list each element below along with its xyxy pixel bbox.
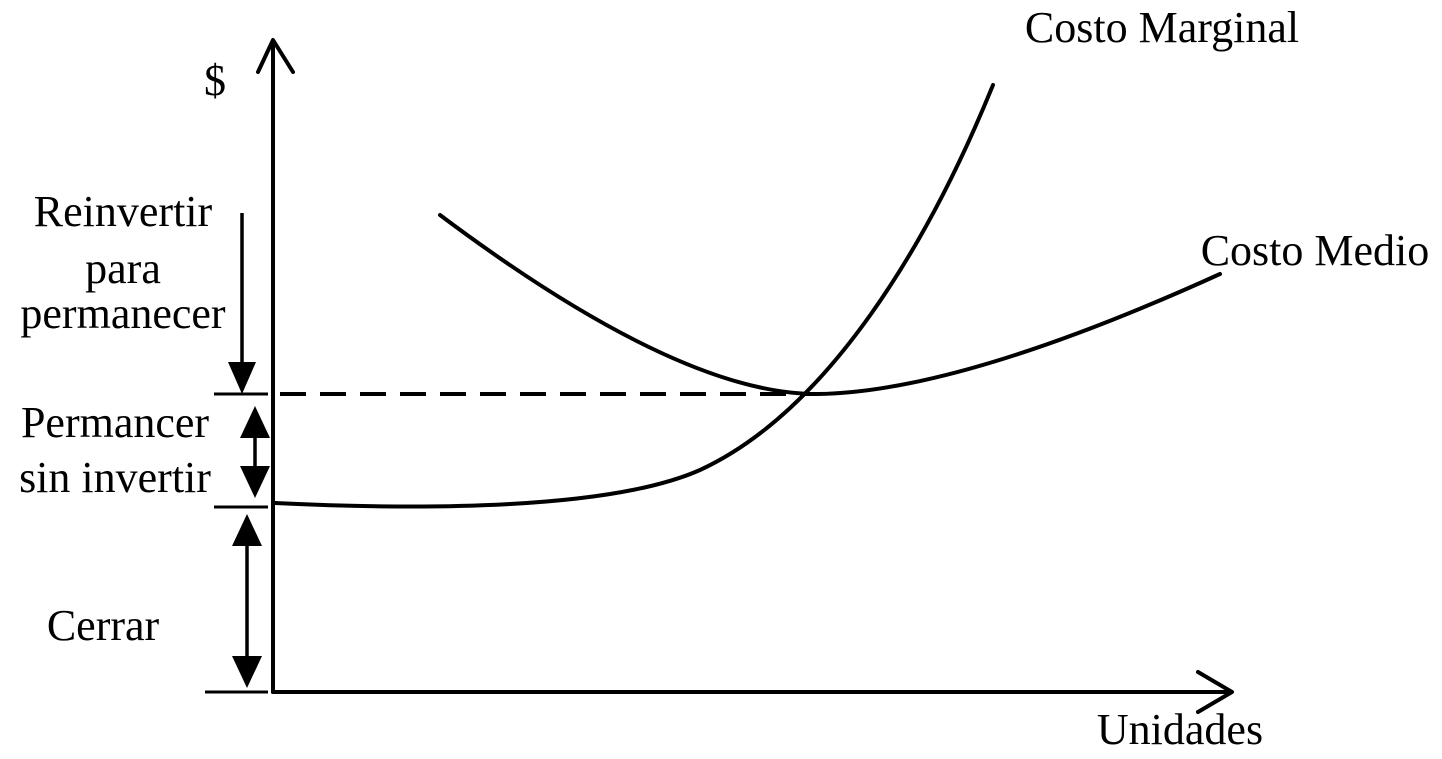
- close-zone-label: Cerrar: [47, 601, 160, 650]
- close-double-arrow: [232, 514, 262, 688]
- x-axis-arrowhead: [1196, 670, 1234, 714]
- average-cost-label: Costo Medio: [1201, 226, 1430, 275]
- marginal-cost-label: Costo Marginal: [1025, 3, 1299, 52]
- y-axis-label: $: [204, 56, 226, 105]
- reinvest-zone-label: Reinvertir para permanecer: [20, 187, 226, 338]
- reinvest-label-line-1: Reinvertir: [34, 187, 213, 236]
- reinvest-label-line-2: para: [85, 244, 161, 293]
- stay-label-line-2: sin invertir: [19, 453, 211, 502]
- stay-zone-label: Permancer sin invertir: [19, 398, 211, 502]
- average-cost-curve: [438, 213, 1222, 397]
- reinvest-label-line-3: permanecer: [20, 289, 226, 338]
- stay-double-arrow: [240, 406, 270, 498]
- y-axis-arrowhead: [256, 38, 295, 74]
- marginal-cost-curve: [273, 83, 995, 509]
- reinvest-arrow: [228, 213, 256, 394]
- stay-label-line-1: Permancer: [21, 398, 209, 447]
- x-axis-label: Unidades: [1097, 705, 1263, 754]
